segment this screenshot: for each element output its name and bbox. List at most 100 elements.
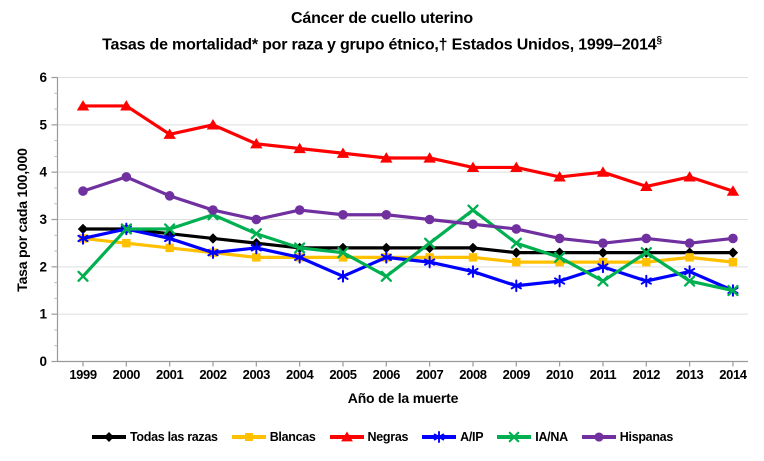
legend-label: Hispanas [619, 430, 673, 444]
circle-marker [684, 238, 695, 248]
y-axis-title: Tasa por cada 100,000 [14, 148, 30, 292]
series-line [81, 227, 735, 255]
chart-title-line1: Cáncer de cuello uterino [291, 10, 473, 27]
circle-marker [641, 233, 652, 244]
y-tick-label: 1 [39, 307, 47, 322]
star-marker [554, 274, 566, 288]
x-marker [508, 431, 520, 443]
x-marker [164, 223, 176, 235]
x-marker [640, 246, 652, 259]
star-marker [640, 274, 652, 288]
circle-marker [598, 238, 608, 248]
circle-marker [554, 233, 565, 244]
circle-marker [594, 432, 604, 442]
diamond-marker [511, 247, 522, 258]
star-marker [467, 265, 479, 278]
x-tick-label: 1999 [69, 367, 96, 382]
x-tick-label: 2007 [416, 367, 443, 382]
circle-marker [728, 233, 738, 244]
triangle-marker [293, 142, 306, 154]
triangle-marker [163, 128, 176, 139]
tick-labels: 0 1 2 3 4 5 6 1999 2000 2001 2002 2003 2004 2005 2006 2… [39, 70, 748, 382]
x-tick-label: 2010 [546, 367, 573, 382]
x-tick-label: 2013 [676, 367, 703, 382]
y-tick-label: 4 [39, 165, 47, 180]
circle-marker [468, 219, 478, 230]
star-marker [77, 232, 89, 245]
triangle-marker [250, 137, 263, 149]
square-marker [244, 433, 253, 441]
y-tick-label: 5 [39, 117, 47, 132]
series-line [81, 175, 735, 245]
legend-item-a-ip: A/IP [421, 429, 484, 445]
diamond-marker [381, 242, 392, 254]
square-marker [685, 253, 694, 262]
x-marker [380, 270, 392, 282]
series-line [81, 208, 735, 293]
star-marker [433, 431, 445, 443]
star-marker [294, 251, 306, 264]
legend-swatch-x-icon [497, 431, 532, 443]
star-marker [424, 255, 436, 269]
diamond-marker [104, 432, 114, 442]
circle-marker [294, 205, 305, 215]
x-marker [77, 270, 89, 282]
x-tick-label: 2004 [286, 367, 314, 382]
x-marker [683, 275, 696, 287]
x-tick-label: 2012 [633, 367, 660, 382]
triangle-marker [553, 171, 566, 182]
legend-item-hispanas: Hispanas [581, 429, 673, 445]
triangle-marker [206, 119, 220, 130]
star-marker [207, 246, 219, 259]
x-marker [423, 237, 436, 249]
x-axis-title: Año de la muerte [347, 390, 459, 406]
legend-item-todas-las-razas: Todas las razas [91, 429, 218, 445]
x-tick-label: 2001 [156, 367, 183, 382]
legend-label: Negras [367, 430, 409, 444]
diamond-marker [207, 233, 219, 244]
legend-swatch-star-icon [422, 431, 457, 443]
chart-title: Cáncer de cuello uterino Tasas de mortal… [0, 8, 764, 56]
y-tick-label: 2 [39, 259, 47, 274]
x-marker [597, 275, 609, 287]
x-marker [293, 242, 306, 254]
circle-marker [251, 214, 262, 225]
legend-label: A/IP [460, 430, 484, 444]
x-marker [467, 204, 479, 216]
axes [51, 76, 748, 367]
circle-marker [164, 191, 175, 201]
series-hispanas [78, 172, 738, 248]
series-line [81, 236, 735, 264]
triangle-marker [423, 152, 436, 163]
triangle-marker [596, 166, 610, 177]
square-marker [555, 257, 564, 267]
x-tick-label: 2000 [113, 367, 140, 382]
x-marker [553, 251, 566, 264]
square-marker [728, 257, 738, 267]
star-marker [164, 232, 176, 245]
legend-swatch-circle-icon [581, 432, 616, 442]
circle-marker [338, 209, 348, 220]
series-negras [76, 100, 740, 196]
square-marker [642, 257, 651, 267]
x-tick-label: 2006 [373, 367, 400, 382]
square-marker [512, 257, 521, 267]
circle-marker [511, 224, 522, 234]
x-marker [337, 246, 349, 259]
x-marker [510, 237, 522, 249]
series-ia-na [77, 204, 739, 297]
star-marker [250, 241, 262, 255]
triangle-marker [683, 171, 696, 182]
legend-item-ia-na: IA/NA [496, 429, 568, 445]
legend-label: Todas las razas [130, 430, 218, 444]
x-marker [250, 228, 262, 240]
circle-marker [381, 209, 392, 220]
legend-swatch-diamond-icon [92, 432, 127, 442]
y-tick-label: 3 [39, 212, 47, 227]
x-tick-label: 2008 [459, 367, 486, 382]
x-tick-label: 2003 [243, 367, 270, 382]
square-marker [338, 253, 348, 262]
diamond-marker [727, 247, 739, 258]
square-marker [252, 253, 261, 262]
